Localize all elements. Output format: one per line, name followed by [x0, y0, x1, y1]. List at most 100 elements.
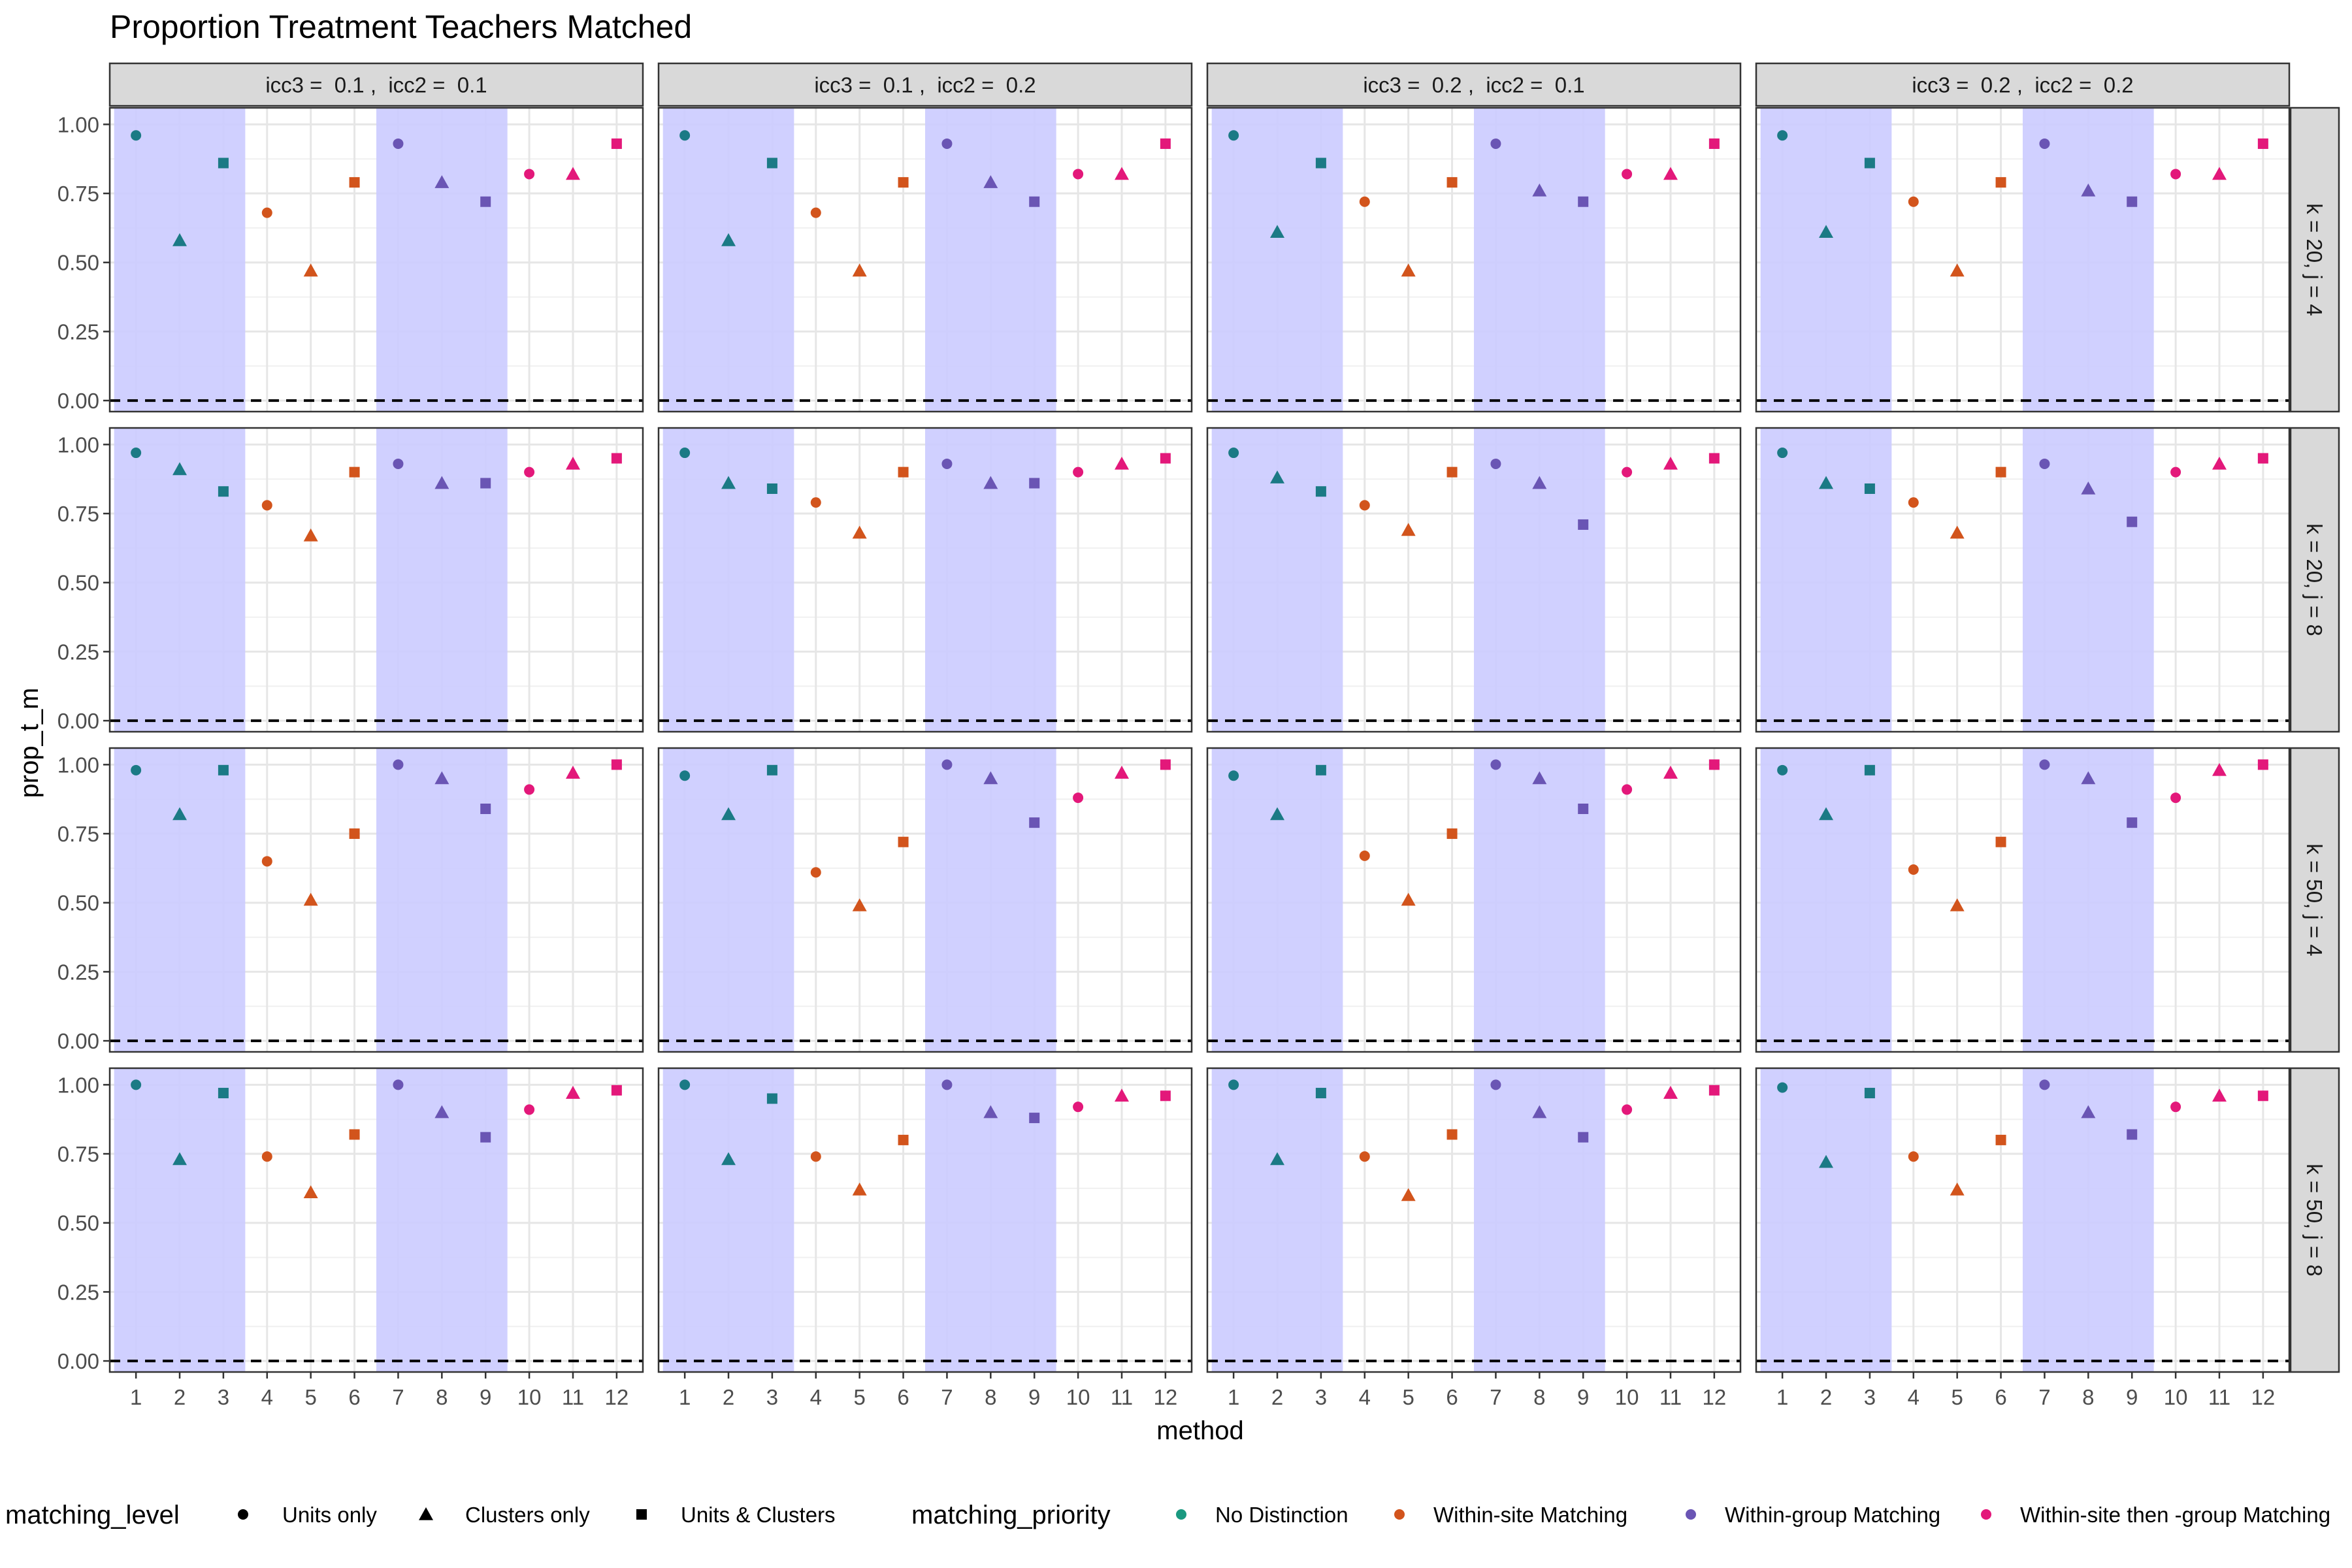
- data-point-method-8: [983, 1105, 998, 1119]
- data-point-method-11: [565, 766, 580, 779]
- legend-level-label: Clusters only: [465, 1503, 590, 1527]
- facet-strip-col-4: [1755, 62, 2291, 107]
- x-tick-label: 12: [1154, 1385, 1178, 1409]
- shaded-region: [1760, 1068, 1892, 1372]
- data-point-method-5: [1401, 892, 1416, 906]
- data-point-method-11: [1114, 167, 1129, 180]
- chart-title: Proportion Treatment Teachers Matched: [110, 8, 692, 45]
- data-point-method-6: [898, 1134, 909, 1145]
- data-point-method-6: [349, 828, 360, 840]
- facet-strip-col-3: [1206, 62, 1742, 107]
- panel-border: [1206, 106, 1742, 413]
- y-tick-label: 0.00: [57, 709, 99, 733]
- facet-strip-label: k = 20, j = 4: [2302, 203, 2327, 316]
- data-point-method-7: [2039, 458, 2050, 469]
- data-point-method-10: [1073, 1102, 1084, 1113]
- data-point-method-3: [218, 486, 229, 497]
- data-point-method-8: [2081, 1105, 2096, 1119]
- shaded-region: [925, 108, 1056, 412]
- data-point-method-6: [898, 836, 909, 847]
- data-point-method-2: [172, 233, 188, 246]
- legend-color-swatch-3: [1686, 1509, 1696, 1520]
- x-tick-label: 10: [1615, 1385, 1639, 1409]
- y-tick-label: 1.00: [57, 112, 99, 137]
- x-tick-label: 8: [1533, 1385, 1545, 1409]
- panel-border: [108, 427, 644, 733]
- data-point-method-12: [2257, 453, 2268, 464]
- data-point-method-1: [1777, 130, 1788, 141]
- data-point-method-9: [1029, 478, 1040, 489]
- data-point-method-12: [1160, 138, 1171, 149]
- panel-border: [1755, 1067, 2291, 1373]
- legend-priority-label: Within-group Matching: [1725, 1503, 1940, 1527]
- y-tick-label: 0.00: [57, 389, 99, 413]
- x-tick-label: 5: [1951, 1385, 1963, 1409]
- x-tick-label: 5: [853, 1385, 865, 1409]
- facet-strip-label: k = 20, j = 8: [2302, 523, 2327, 636]
- data-point-method-5: [852, 1183, 867, 1196]
- x-tick-label: 3: [1315, 1385, 1327, 1409]
- data-point-method-4: [1359, 500, 1370, 511]
- legend-level-label: Units only: [282, 1503, 377, 1527]
- data-point-method-8: [2081, 771, 2096, 785]
- data-point-method-3: [766, 764, 777, 776]
- panel-border: [657, 1067, 1193, 1373]
- data-point-method-9: [1578, 196, 1589, 207]
- data-point-method-7: [393, 1079, 404, 1090]
- y-tick-label: 0.00: [57, 1029, 99, 1053]
- data-point-method-2: [1270, 1152, 1285, 1166]
- y-tick-label: 0.00: [57, 1349, 99, 1373]
- data-point-method-10: [2170, 466, 2181, 478]
- panel-r1-c1: [108, 106, 644, 413]
- data-point-method-8: [983, 476, 998, 489]
- data-point-method-1: [1777, 448, 1788, 459]
- data-point-method-8: [1532, 771, 1547, 785]
- data-point-method-12: [2257, 1090, 2268, 1102]
- x-tick-label: 6: [1446, 1385, 1458, 1409]
- data-point-method-6: [1995, 1134, 2006, 1145]
- data-point-method-3: [218, 1088, 229, 1099]
- data-point-method-2: [1270, 470, 1285, 483]
- x-tick-label: 4: [1359, 1385, 1371, 1409]
- facet-strip-col-2: [657, 62, 1193, 107]
- x-tick-label: 4: [1908, 1385, 1919, 1409]
- panel-r3-c3: [1206, 747, 1742, 1053]
- legend-shape-1: [238, 1509, 248, 1520]
- panel-r3-c2: [657, 747, 1193, 1053]
- panel-border: [1206, 747, 1742, 1053]
- data-point-method-6: [349, 1129, 360, 1140]
- panel-border: [108, 1067, 644, 1373]
- data-point-method-3: [1315, 157, 1326, 169]
- data-point-method-5: [303, 263, 318, 277]
- data-point-method-11: [2212, 1088, 2227, 1102]
- x-tick-label: 5: [1402, 1385, 1414, 1409]
- panel-border: [108, 747, 644, 1053]
- data-point-method-1: [131, 448, 142, 459]
- data-point-method-2: [721, 807, 736, 821]
- data-point-method-1: [1228, 1079, 1239, 1090]
- data-point-method-6: [349, 466, 360, 478]
- shaded-region: [1211, 748, 1343, 1052]
- data-point-method-11: [1114, 456, 1129, 470]
- legend-title-matching-level: matching_level: [5, 1501, 180, 1529]
- data-point-method-3: [1864, 764, 1875, 776]
- data-point-method-2: [1819, 476, 1834, 489]
- x-tick-label: 10: [517, 1385, 542, 1409]
- data-point-method-11: [1663, 766, 1678, 779]
- data-point-method-5: [303, 528, 318, 542]
- data-point-method-4: [810, 867, 821, 878]
- data-point-method-9: [480, 196, 491, 207]
- y-tick-label: 0.25: [57, 1280, 99, 1304]
- data-point-method-10: [1073, 466, 1084, 478]
- shaded-region: [662, 748, 794, 1052]
- shaded-region: [1474, 428, 1605, 732]
- data-point-method-10: [2170, 792, 2181, 804]
- panel-r2-c2: [657, 427, 1193, 733]
- shaded-region: [1211, 108, 1343, 412]
- data-point-method-5: [1401, 523, 1416, 536]
- data-point-method-4: [1908, 1151, 1919, 1162]
- data-point-method-7: [1490, 138, 1501, 149]
- x-tick-label: 2: [1820, 1385, 1832, 1409]
- data-point-method-5: [1950, 1183, 1965, 1196]
- data-point-method-7: [1490, 759, 1501, 770]
